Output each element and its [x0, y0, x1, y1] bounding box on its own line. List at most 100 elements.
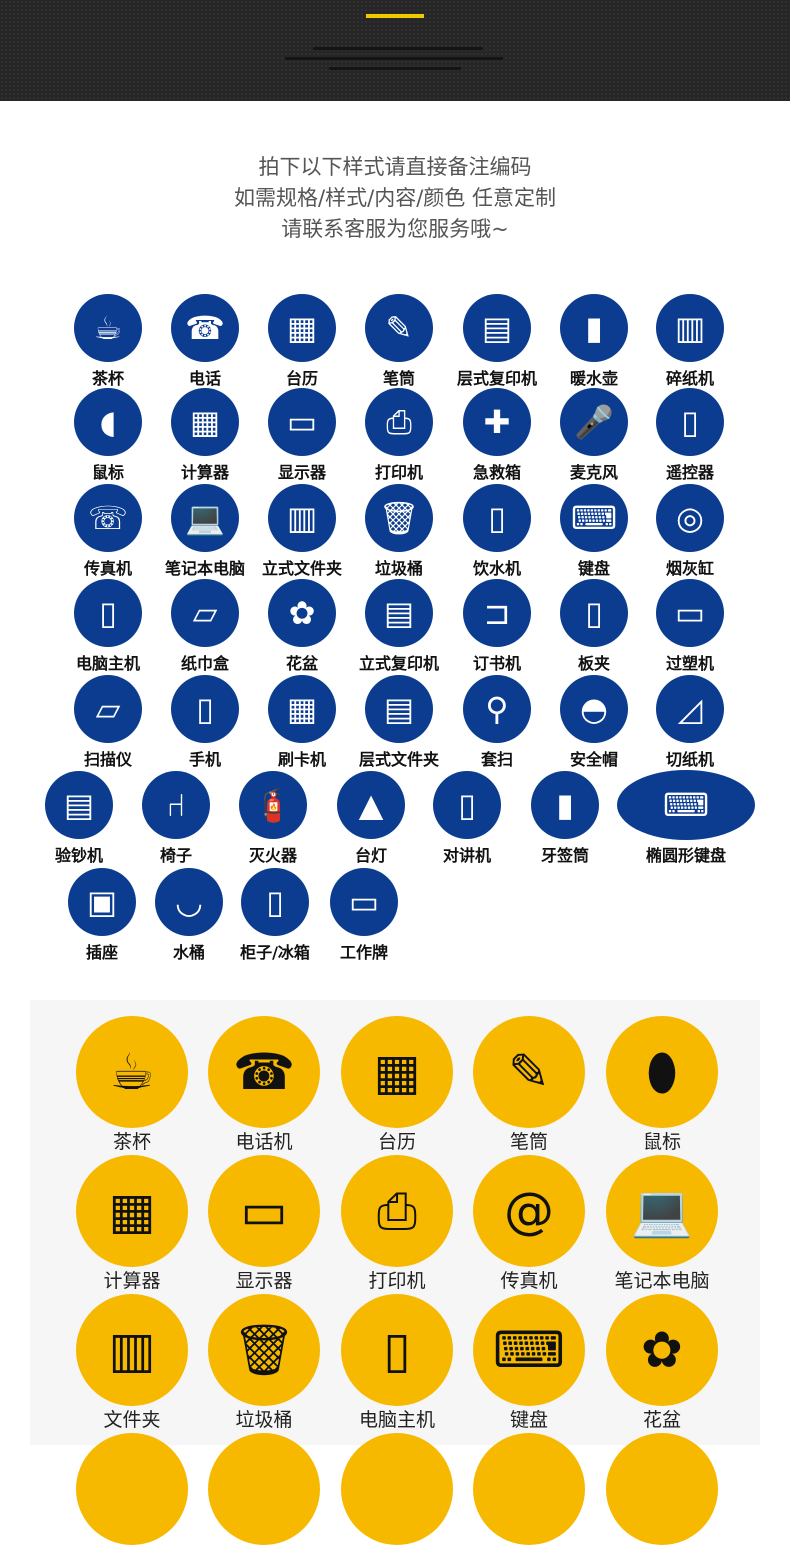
icon-label: 笔记本电脑 — [164, 559, 246, 578]
symbol-icon: ▯ — [266, 883, 284, 921]
icon-label: 台历 — [377, 1131, 417, 1153]
icon-label: 鼠标 — [642, 1131, 682, 1153]
symbol-icon: ▱ — [192, 594, 218, 632]
icon-tile — [208, 1433, 320, 1545]
symbol-icon: ▯ — [458, 786, 476, 824]
accent-bar — [366, 14, 424, 18]
symbol-icon: ✎ — [508, 1043, 550, 1101]
icon-tile: 💻 — [606, 1155, 718, 1267]
icon-tile — [473, 1433, 585, 1545]
icon-label: 花盆 — [642, 1409, 682, 1431]
icon-tile: ✎ — [365, 294, 433, 362]
icon-tile: ◡ — [155, 868, 223, 936]
icon-tile: ▣ — [68, 868, 136, 936]
icon-label: 花盆 — [285, 654, 319, 673]
icon-label: 文件夹 — [103, 1409, 161, 1431]
icon-tile: ▥ — [656, 294, 724, 362]
icon-tile: ⌨ — [560, 484, 628, 552]
symbol-icon: ▥ — [286, 499, 318, 537]
icon-label: 茶杯 — [112, 1131, 152, 1153]
icon-tile: ◖ — [74, 388, 142, 456]
icon-tile: ☕ — [74, 294, 142, 362]
icon-tile: ▯ — [560, 579, 628, 647]
icon-tile: ⊐ — [463, 579, 531, 647]
icon-label: 烟灰缸 — [665, 559, 715, 578]
icon-tile: 💻 — [171, 484, 239, 552]
icon-label: 饮水机 — [472, 559, 522, 578]
icon-label: 立式文件夹 — [261, 559, 343, 578]
icon-tile: ▭ — [330, 868, 398, 936]
icon-label: 手机 — [188, 750, 222, 769]
icon-tile: ☏ — [74, 484, 142, 552]
icon-label: 电脑主机 — [75, 654, 141, 673]
icon-label: 显示器 — [277, 463, 327, 482]
icon-label: 电脑主机 — [358, 1409, 436, 1431]
symbol-icon: ☎ — [232, 1043, 296, 1101]
symbol-icon: ▤ — [63, 786, 95, 824]
icon-tile — [341, 1433, 453, 1545]
icon-tile: ▤ — [365, 579, 433, 647]
icon-label: 台灯 — [354, 846, 388, 865]
icon-tile: ◎ — [656, 484, 724, 552]
icon-label: 计算器 — [103, 1270, 161, 1292]
icon-tile: ▭ — [656, 579, 724, 647]
icon-tile: ⌨ — [617, 770, 755, 840]
icon-tile: ▯ — [171, 675, 239, 743]
symbol-icon: ▦ — [286, 309, 318, 347]
icon-tile: ▥ — [76, 1294, 188, 1406]
icon-label: 椅子 — [159, 846, 193, 865]
decorative-text-line — [313, 47, 483, 50]
symbol-icon: 💻 — [185, 499, 225, 537]
symbol-icon: ▲ — [358, 786, 384, 824]
symbol-icon: ✿ — [641, 1321, 683, 1379]
symbol-icon: ▤ — [383, 690, 415, 728]
symbol-icon: ◓ — [580, 690, 608, 728]
icon-label: 打印机 — [374, 463, 424, 482]
icon-tile: ▦ — [268, 294, 336, 362]
icon-label: 垃圾桶 — [374, 559, 424, 578]
icon-label: 键盘 — [509, 1409, 549, 1431]
symbol-icon: @ — [504, 1182, 554, 1240]
symbol-icon: ▤ — [383, 594, 415, 632]
icon-tile: ▱ — [171, 579, 239, 647]
symbol-icon: ⊐ — [483, 594, 511, 632]
symbol-icon: ▯ — [99, 594, 117, 632]
icon-tile: ☕ — [76, 1016, 188, 1128]
symbol-icon: ▥ — [108, 1321, 156, 1379]
icon-label: 垃圾桶 — [235, 1409, 293, 1431]
symbol-icon: ☕ — [109, 1043, 155, 1101]
symbol-icon: ▯ — [383, 1321, 411, 1379]
symbol-icon: ✚ — [483, 403, 511, 441]
icon-tile: ▯ — [241, 868, 309, 936]
icon-label: 打印机 — [368, 1270, 426, 1292]
symbol-icon: ◎ — [676, 499, 704, 537]
symbol-icon: ▦ — [286, 690, 318, 728]
icon-tile: ⬮ — [606, 1016, 718, 1128]
icon-label: 笔筒 — [382, 369, 416, 388]
icon-label: 电话 — [188, 369, 222, 388]
symbol-icon: ▯ — [681, 403, 699, 441]
intro-text: 拍下以下样式请直接备注编码 如需规格/样式/内容/颜色 任意定制 请联系客服为您… — [0, 152, 790, 238]
icon-tile: ▦ — [76, 1155, 188, 1267]
icon-label: 套扫 — [480, 750, 514, 769]
icon-label: 层式复印机 — [456, 369, 538, 388]
icon-label: 纸巾盒 — [180, 654, 230, 673]
icon-tile: ✚ — [463, 388, 531, 456]
symbol-icon: ▭ — [286, 403, 318, 441]
icon-label: 验钞机 — [54, 846, 104, 865]
icon-tile: ▮ — [531, 771, 599, 839]
icon-label: 茶杯 — [91, 369, 125, 388]
icon-label: 笔记本电脑 — [614, 1270, 710, 1292]
symbol-icon: ▦ — [373, 1043, 421, 1101]
icon-label: 对讲机 — [442, 846, 492, 865]
icon-label: 急救箱 — [472, 463, 522, 482]
icon-tile: ▤ — [463, 294, 531, 362]
symbol-icon: 🗑 — [232, 1320, 296, 1379]
icon-label: 台历 — [285, 369, 319, 388]
symbol-icon: ▭ — [240, 1182, 288, 1240]
symbol-icon: ⎙ — [377, 1181, 417, 1240]
icon-tile: ▦ — [268, 675, 336, 743]
symbol-icon: ▦ — [108, 1182, 156, 1240]
icon-label: 椭圆形键盘 — [645, 846, 727, 865]
icon-tile — [606, 1433, 718, 1545]
